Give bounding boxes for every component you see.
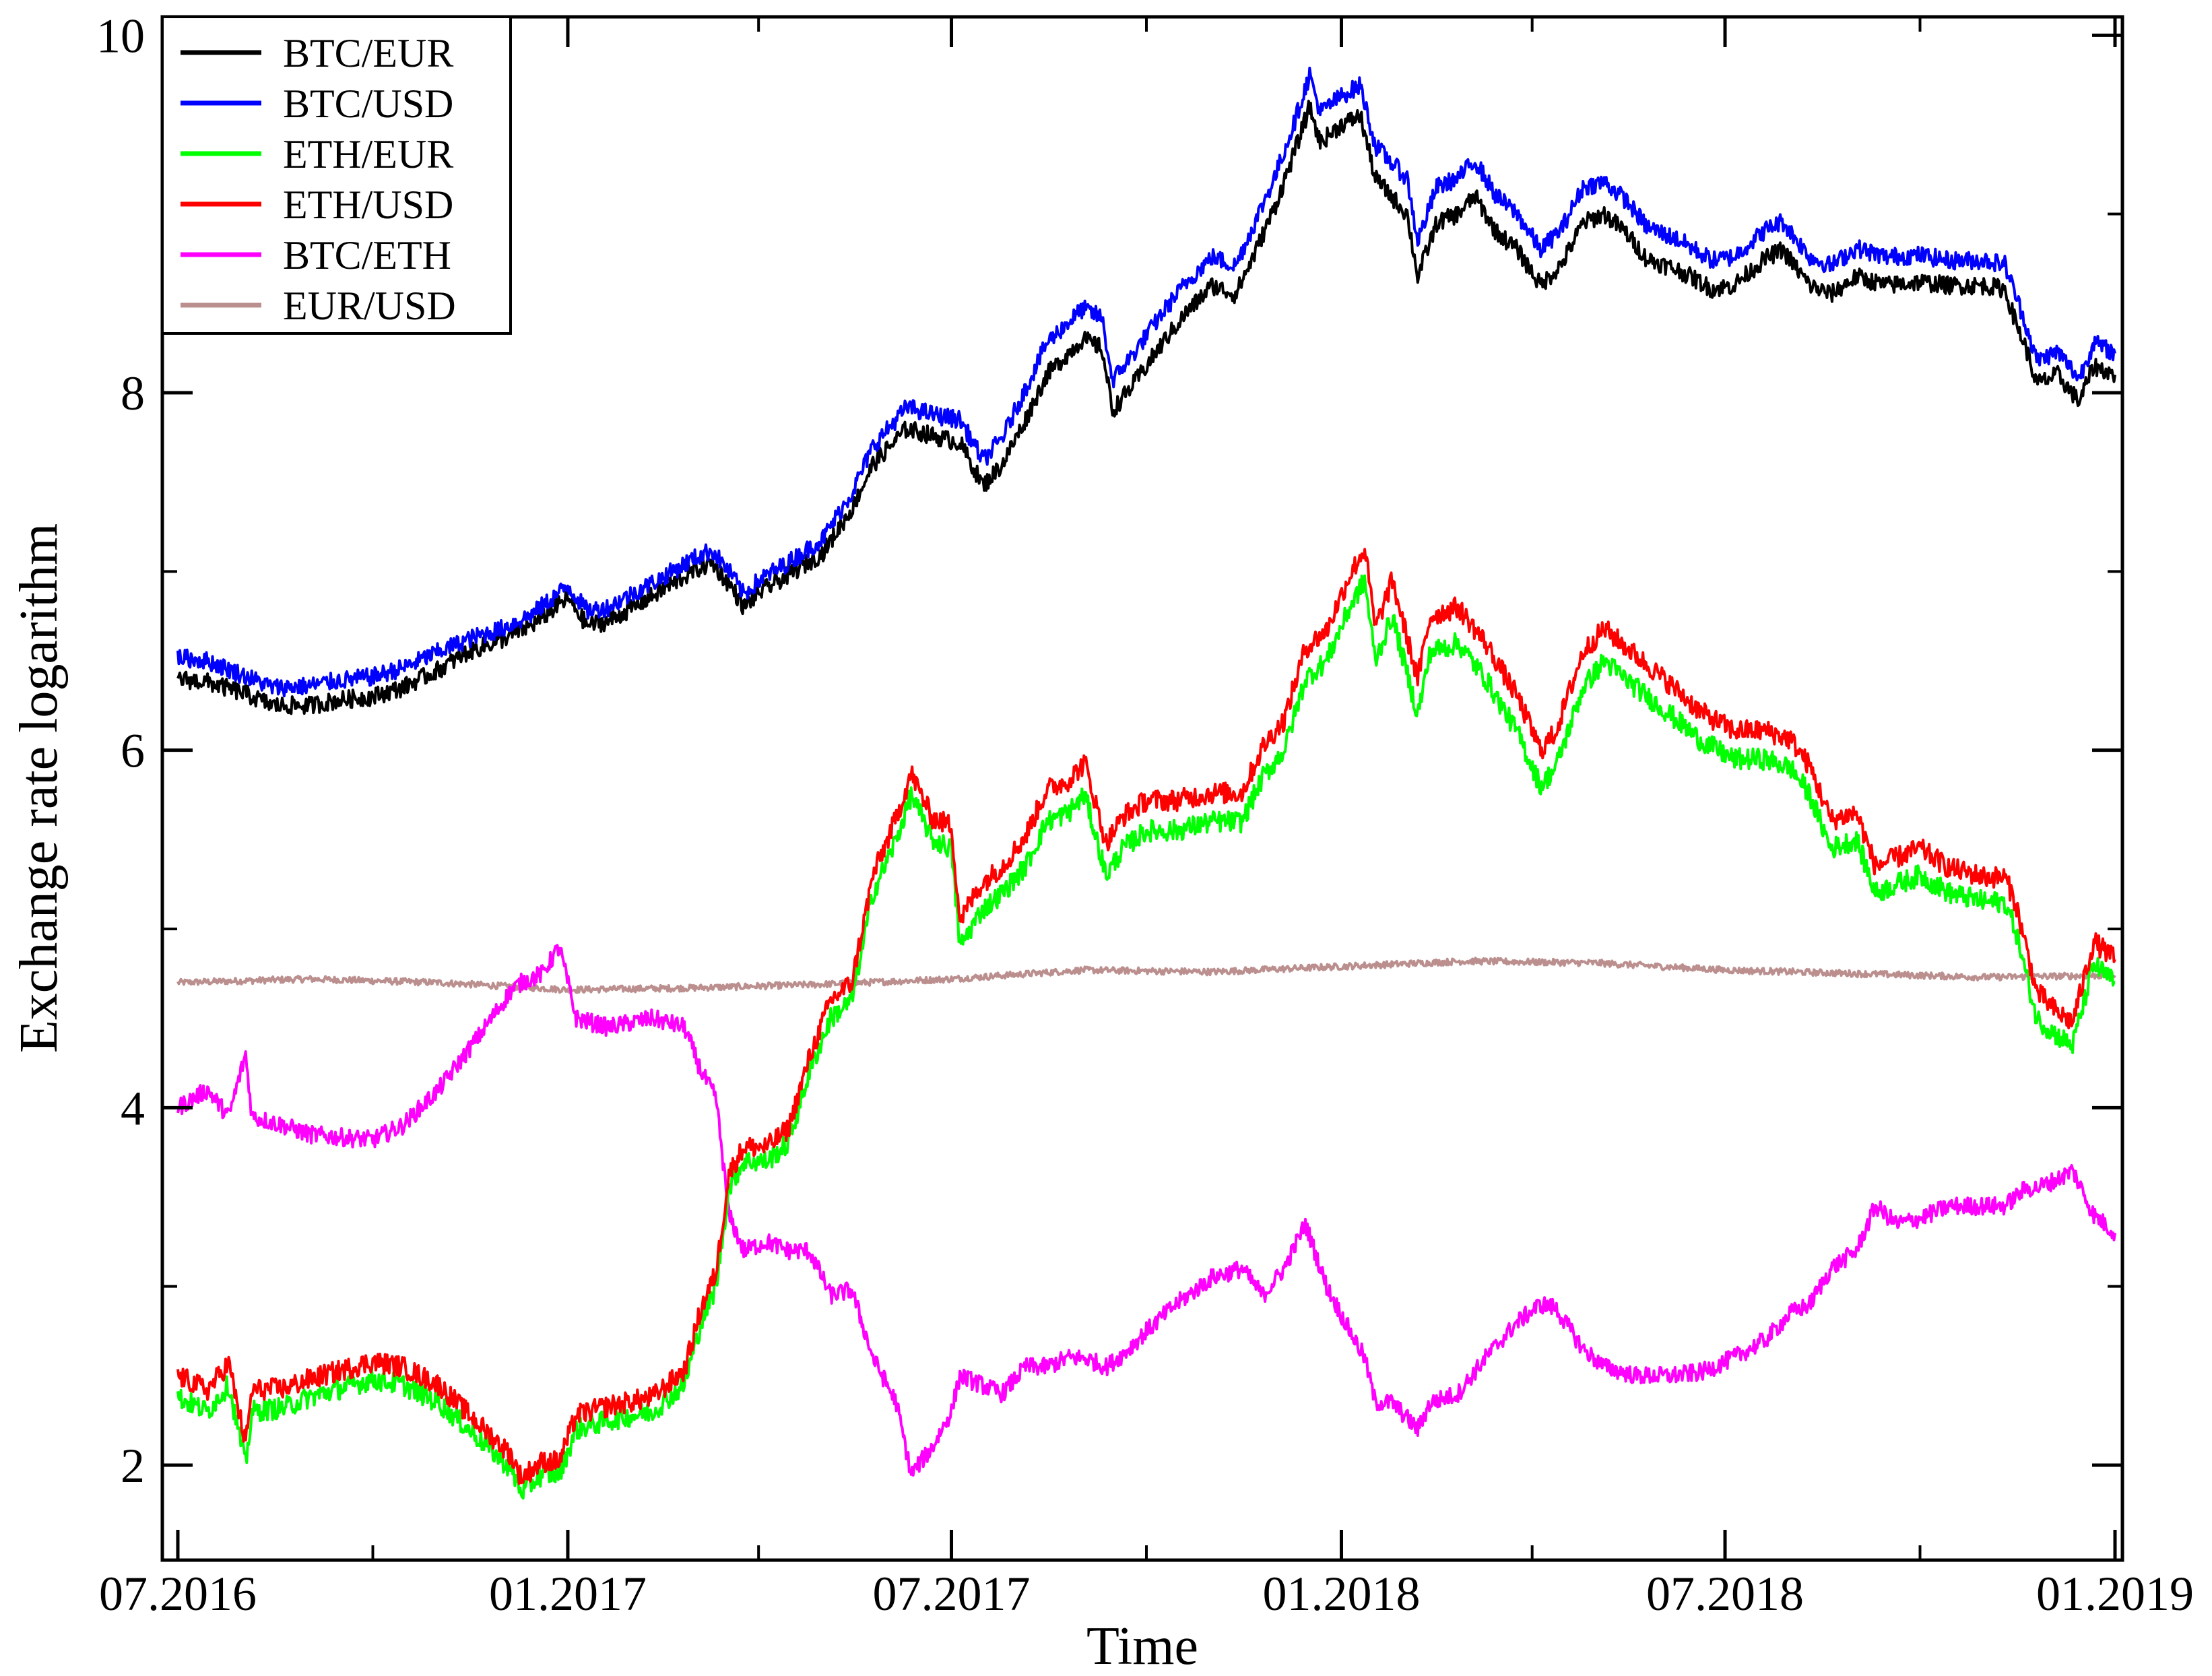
y-tick-label: 6 [121,724,145,778]
legend-label: BTC/ETH [283,233,451,278]
y-tick-label: 2 [121,1439,145,1493]
series-line-eth-eur [176,574,2116,1500]
plot-frame [160,15,2124,1562]
x-tick-label: 01.2017 [489,1567,647,1621]
legend-box [161,15,512,335]
legend-label: EUR/USD [283,284,456,328]
series-line-btc-eth [176,944,2116,1477]
y-tick-label: 10 [96,9,145,63]
series-layer [176,67,2116,1500]
x-tick-label: 01.2018 [1262,1567,1420,1621]
legend-label: BTC/EUR [283,31,453,75]
series-line-eur-usd [176,957,2116,994]
legend-label: ETH/USD [283,183,453,227]
x-tick-label: 07.2018 [1646,1567,1804,1621]
x-tick-label: 01.2019 [2036,1567,2194,1621]
x-tick-label: 07.2017 [873,1567,1031,1621]
axes-layer: 07.2016 01.2017 07.2017 01.2018 07.2018 01.20… [96,9,2194,1621]
y-tick-label: 4 [121,1081,145,1135]
legend: BTC/EUR BTC/USD ETH/EUR ETH/USD BTC/ETH EUR/U… [161,15,512,335]
y-tick-label: 8 [121,366,145,420]
series-line-btc-usd [176,67,2116,698]
legend-label: ETH/EUR [283,132,453,176]
legend-label: BTC/USD [283,82,453,126]
y-axis-title: Exchange rate logarithm [9,523,69,1053]
x-tick-label: 07.2016 [99,1567,257,1621]
series-line-eth-usd [176,548,2116,1485]
x-axis-title: Time [1086,1617,1198,1676]
